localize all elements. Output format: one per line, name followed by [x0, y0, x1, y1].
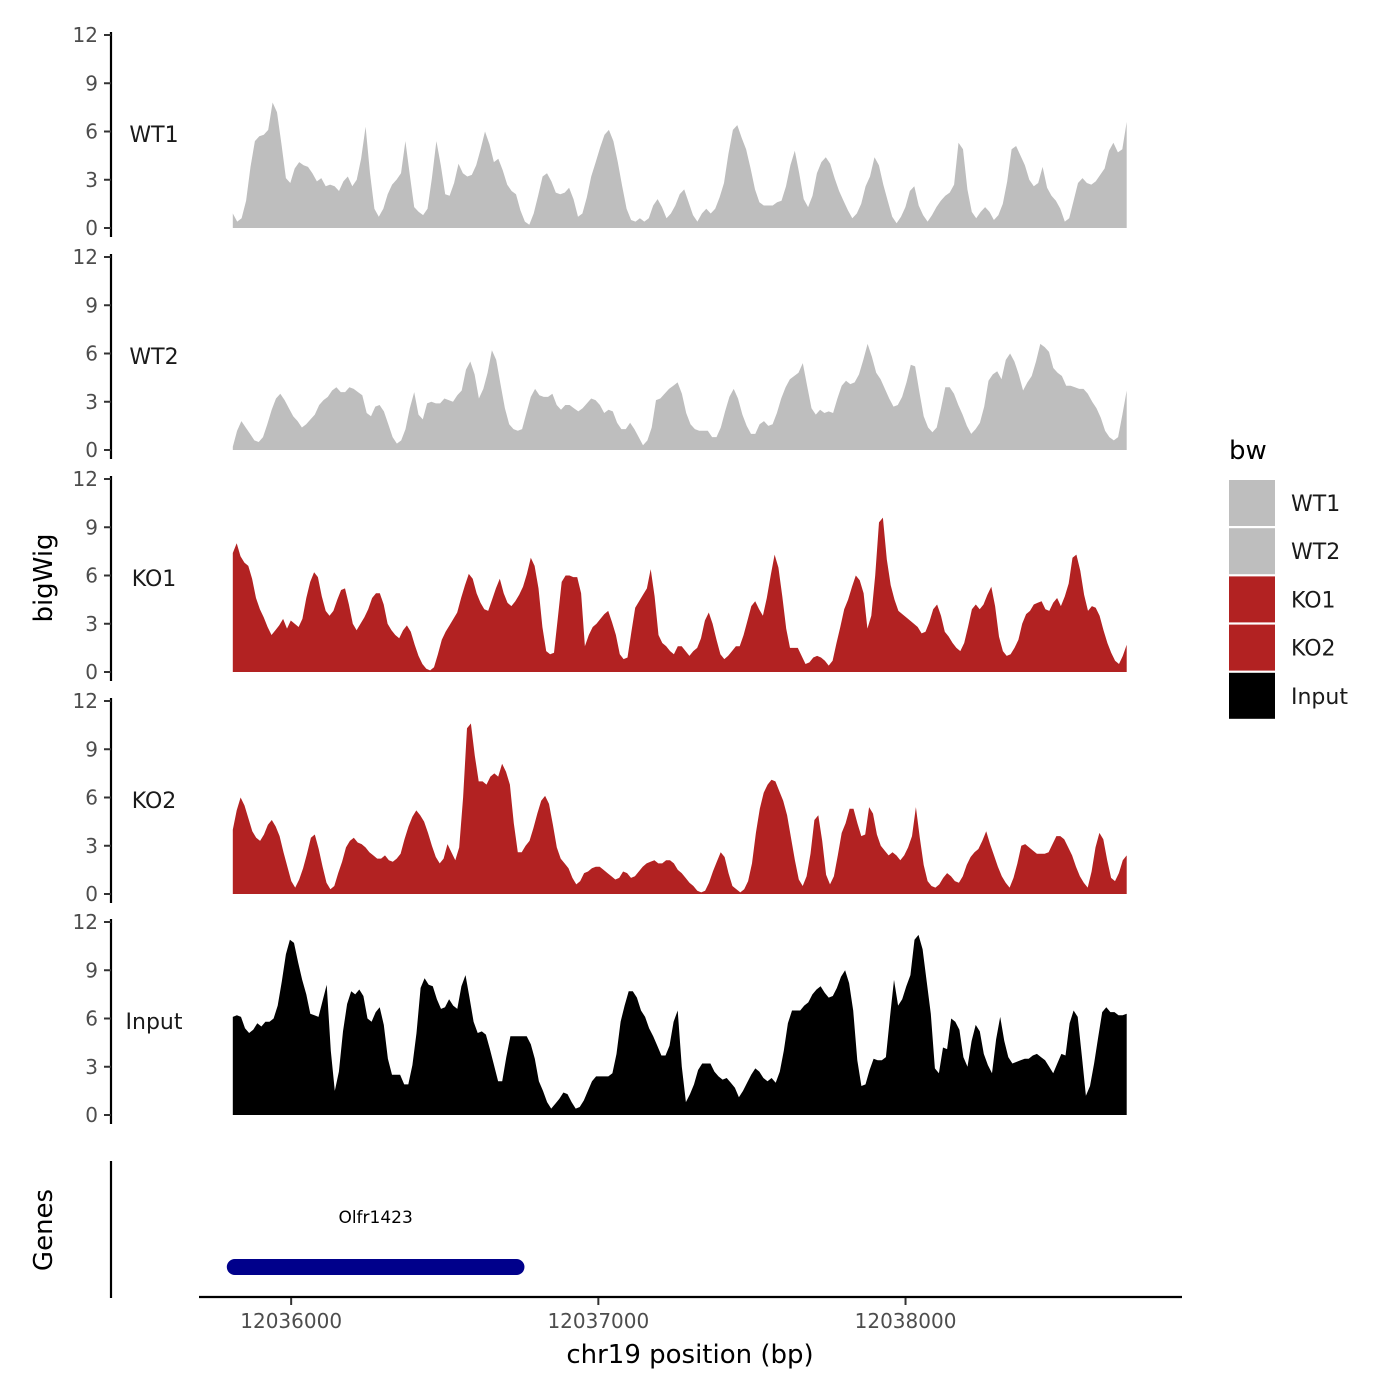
- track-wt2-y-tick-label: 9: [85, 293, 98, 317]
- track-wt1-area: [232, 102, 1127, 228]
- x-axis-title: chr19 position (bp): [566, 1340, 813, 1370]
- track-ko2-area: [232, 723, 1127, 894]
- legend-label-ko2: KO2: [1291, 637, 1336, 662]
- track-ko2: 0 3 6 9 12 KO2: [73, 689, 1127, 906]
- track-ko1-y-tick-label: 9: [85, 515, 98, 539]
- track-wt2-y-tick-label: 12: [73, 245, 98, 269]
- track-wt2-y-tick-label: 6: [85, 342, 98, 366]
- legend-key-ko2: [1229, 624, 1275, 671]
- track-wt1-y-tick-label: 6: [85, 120, 98, 144]
- x-axis: 12036000 12037000 12038000: [199, 1295, 1182, 1333]
- track-wt2-y-tick-label: 3: [85, 390, 98, 414]
- legend: bw WT1 WT2 KO1 KO2 Input: [1229, 436, 1348, 719]
- track-ko1-y-tick-label: 0: [85, 660, 98, 684]
- track-wt2-y-tick-label: 0: [85, 438, 98, 462]
- track-wt2-label: WT2: [129, 345, 178, 370]
- x-axis-tick-label: 12037000: [547, 1309, 649, 1333]
- gene-olfr1423-label: Olfr1423: [338, 1208, 412, 1228]
- track-input-y-tick-label: 12: [73, 910, 98, 934]
- track-wt1-y-tick-label: 3: [85, 168, 98, 192]
- x-axis-tick-label: 12038000: [855, 1309, 957, 1333]
- track-ko1-y-tick-label: 3: [85, 612, 98, 636]
- genes-panel: Olfr1423: [109, 1161, 525, 1298]
- track-ko1-label: KO1: [132, 567, 177, 592]
- track-input: 0 3 6 9 12 Input: [73, 910, 1127, 1127]
- legend-label-ko1: KO1: [1291, 588, 1336, 613]
- track-wt2: 0 3 6 9 12 WT2: [73, 245, 1127, 462]
- tracks-layer: 0 3 6 9 12 WT1 0 3 6 9 12 WT2 0 3 6 9 12 KO1 0 3 6 9 12 KO2 0 3 6 9…: [73, 23, 1127, 1127]
- track-input-label: Input: [126, 1010, 183, 1035]
- y-axis-title: bigWig: [29, 533, 59, 622]
- track-wt2-area: [232, 343, 1127, 450]
- track-wt1-y-tick-label: 12: [73, 23, 98, 47]
- track-wt1-y-tick-label: 9: [85, 71, 98, 95]
- track-input-area: [232, 934, 1127, 1115]
- track-input-y-tick-label: 0: [85, 1103, 98, 1127]
- track-ko1-area: [232, 517, 1127, 672]
- track-wt1: 0 3 6 9 12 WT1: [73, 23, 1127, 240]
- track-ko2-y-tick-label: 6: [85, 786, 98, 810]
- legend-label-wt1: WT1: [1291, 492, 1340, 517]
- legend-title: bw: [1229, 436, 1267, 466]
- legend-key-wt2: [1229, 528, 1275, 575]
- track-input-y-tick-label: 3: [85, 1055, 98, 1079]
- track-input-y-tick-label: 6: [85, 1007, 98, 1031]
- legend-label-input: Input: [1291, 685, 1348, 710]
- track-ko2-y-tick-label: 3: [85, 834, 98, 858]
- x-axis-tick-label: 12036000: [240, 1309, 342, 1333]
- legend-label-wt2: WT2: [1291, 540, 1340, 565]
- track-wt1-y-tick-label: 0: [85, 216, 98, 240]
- track-input-y-tick-label: 9: [85, 958, 98, 982]
- track-ko1: 0 3 6 9 12 KO1: [73, 467, 1127, 684]
- legend-key-input: [1229, 672, 1275, 719]
- legend-key-ko1: [1229, 576, 1275, 623]
- track-ko2-y-tick-label: 9: [85, 737, 98, 761]
- track-ko1-y-tick-label: 6: [85, 564, 98, 588]
- legend-key-wt1: [1229, 480, 1275, 526]
- track-ko1-y-tick-label: 12: [73, 467, 98, 491]
- track-wt1-label: WT1: [129, 123, 178, 148]
- genes-panel-label: Genes: [29, 1189, 59, 1271]
- track-ko2-label: KO2: [132, 789, 177, 814]
- track-ko2-y-tick-label: 0: [85, 882, 98, 906]
- track-ko2-y-tick-label: 12: [73, 689, 98, 713]
